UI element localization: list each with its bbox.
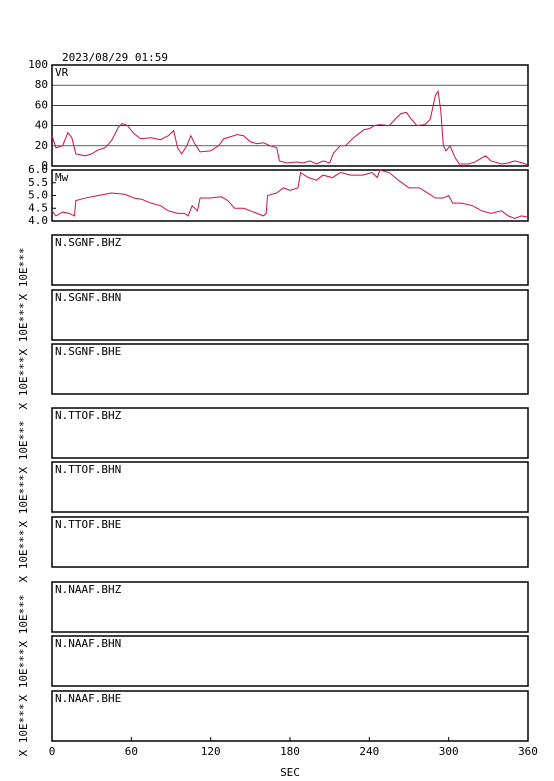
station-frame bbox=[51, 635, 529, 687]
scale-label: X 10E*** bbox=[17, 530, 30, 583]
y-tick-label: 6.0 bbox=[28, 163, 48, 176]
y-tick-label: 5.5 bbox=[28, 176, 48, 189]
y-tick-label: 40 bbox=[35, 119, 48, 132]
x-tick-label: 300 bbox=[439, 745, 459, 758]
station-frame bbox=[51, 234, 529, 286]
scale-label: X 10E*** bbox=[17, 595, 30, 648]
panel-frame bbox=[51, 64, 529, 167]
station-frame bbox=[51, 690, 529, 742]
scale-label: X 10E*** bbox=[17, 421, 30, 474]
scale-label: X 10E*** bbox=[17, 649, 30, 702]
y-tick-label: 0 bbox=[41, 159, 48, 172]
y-tick-label: 4.0 bbox=[28, 214, 48, 227]
x-axis-label: SEC bbox=[280, 766, 300, 779]
y-tick-label: 100 bbox=[28, 58, 48, 71]
station-label: N.TTOF.BHN bbox=[55, 463, 121, 476]
x-tick-label: 180 bbox=[280, 745, 300, 758]
x-tick-label: 60 bbox=[125, 745, 138, 758]
station-frame bbox=[51, 461, 529, 513]
station-label: N.NAAF.BHN bbox=[55, 637, 121, 650]
plot-title: 2023/08/29 01:59 bbox=[62, 51, 168, 64]
x-tick-label: 360 bbox=[518, 745, 538, 758]
station-label: N.TTOF.BHE bbox=[55, 518, 121, 531]
scale-label: X 10E*** bbox=[17, 357, 30, 410]
x-tick-label: 0 bbox=[49, 745, 56, 758]
station-label: N.NAAF.BHZ bbox=[55, 583, 122, 596]
scale-label: X 10E*** bbox=[17, 475, 30, 528]
y-tick-label: 20 bbox=[35, 139, 48, 152]
station-frame bbox=[51, 343, 529, 395]
scale-label: X 10E*** bbox=[17, 248, 30, 301]
scale-label: X 10E*** bbox=[17, 303, 30, 356]
station-frame bbox=[51, 289, 529, 341]
y-tick-label: 5.0 bbox=[28, 189, 48, 202]
panel-label: Mw bbox=[55, 171, 69, 184]
y-tick-label: 60 bbox=[35, 98, 48, 111]
station-label: N.TTOF.BHZ bbox=[55, 409, 122, 422]
x-tick-label: 120 bbox=[201, 745, 221, 758]
station-label: N.SGNF.BHE bbox=[55, 345, 121, 358]
station-frame bbox=[51, 581, 529, 633]
data-line bbox=[51, 169, 529, 219]
station-label: N.NAAF.BHE bbox=[55, 692, 121, 705]
scale-label: X 10E*** bbox=[17, 704, 30, 757]
station-frame bbox=[51, 407, 529, 459]
y-tick-label: 4.5 bbox=[28, 201, 48, 214]
x-tick-label: 240 bbox=[359, 745, 379, 758]
panel-label: VR bbox=[55, 66, 69, 79]
y-tick-label: 80 bbox=[35, 78, 48, 91]
station-label: N.SGNF.BHZ bbox=[55, 236, 122, 249]
panel-frame bbox=[51, 169, 529, 222]
station-label: N.SGNF.BHN bbox=[55, 291, 121, 304]
data-line bbox=[51, 89, 529, 166]
station-frame bbox=[51, 516, 529, 568]
